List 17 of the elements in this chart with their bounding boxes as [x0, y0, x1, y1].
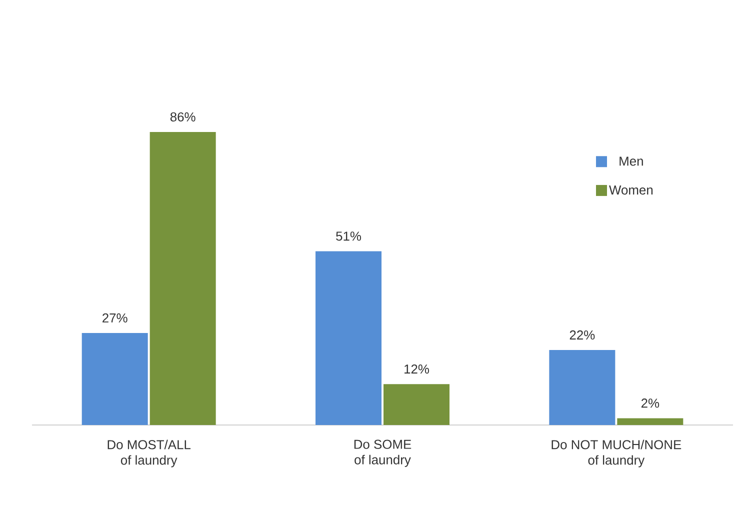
- data-label: 27%: [102, 313, 128, 322]
- bar: [316, 251, 382, 425]
- bar: [384, 384, 450, 425]
- x-tick-label: Do NOT MUCH/NONE of laundry: [552, 440, 682, 468]
- bar: [617, 418, 684, 425]
- data-label: 86%: [170, 112, 196, 122]
- bar: [150, 132, 216, 425]
- data-label: 51%: [336, 232, 362, 241]
- x-tick-label: Do SOME of laundry: [354, 440, 412, 467]
- data-label: 22%: [570, 330, 595, 340]
- bar: [549, 350, 616, 425]
- data-label: 2%: [641, 398, 660, 408]
- bar: [82, 333, 148, 425]
- x-tick-label: Do MOST/ALL of laundry: [108, 440, 191, 468]
- legend-label: Men: [620, 156, 643, 166]
- legend-label: Women: [609, 186, 653, 195]
- data-label: 12%: [404, 364, 430, 374]
